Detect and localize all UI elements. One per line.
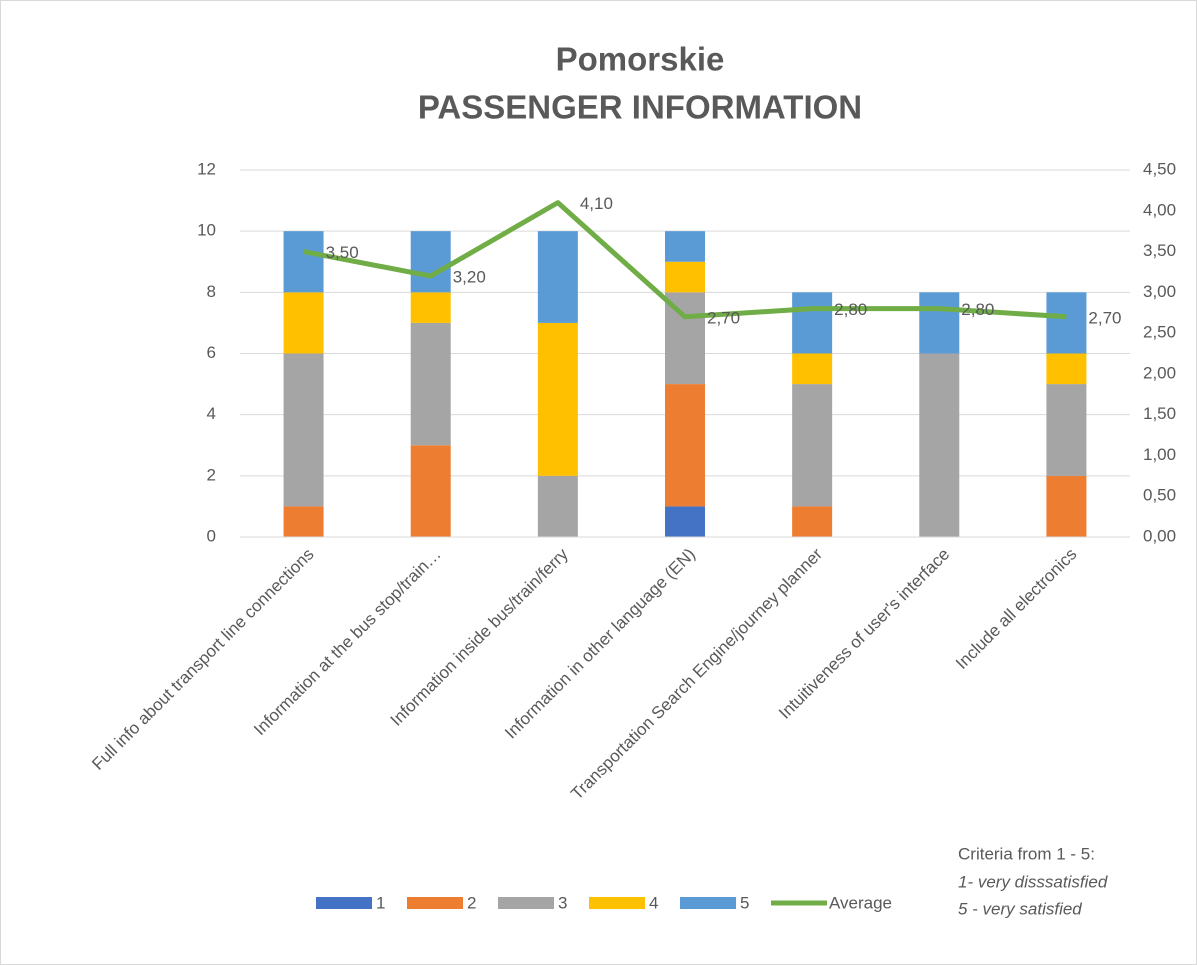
bar-segment	[665, 231, 705, 262]
bar-segment	[410, 231, 451, 293]
data-label: 2,80	[961, 300, 994, 319]
bar-segment	[537, 475, 578, 537]
y-tick-label: 12	[197, 159, 216, 178]
bar-segment	[283, 231, 324, 293]
bar-segment	[1046, 292, 1087, 354]
bar-segment	[792, 353, 833, 385]
bar-segment	[283, 292, 324, 354]
legend-label: 5	[740, 893, 749, 912]
legend-label: 3	[558, 893, 567, 912]
legend-label: 1	[376, 893, 385, 912]
y-tick-label: 10	[197, 221, 216, 240]
bar-segment	[1046, 384, 1087, 476]
y-tick-label: 6	[207, 343, 216, 362]
bar-segment	[665, 384, 705, 507]
annotation: 1- very disssatisfied	[958, 872, 1108, 891]
bar-segment	[1046, 353, 1087, 385]
data-label: 3,50	[326, 243, 359, 262]
y-tick-label: 8	[207, 282, 216, 301]
y-tick-label: 4	[207, 404, 216, 423]
data-label: 3,20	[453, 268, 486, 287]
bar-segment	[410, 292, 451, 323]
legend-label: 4	[649, 893, 658, 912]
chart-subtitle: PASSENGER INFORMATION	[418, 89, 862, 126]
legend-swatch	[407, 897, 463, 909]
legend-swatch	[316, 897, 372, 909]
bar-segment	[537, 322, 578, 476]
legend-label: 2	[467, 893, 476, 912]
annotation: Criteria from 1 - 5:	[958, 844, 1095, 863]
bar-segment	[792, 384, 833, 507]
y2-tick-label: 4,00	[1143, 200, 1176, 219]
bar-segment	[665, 261, 705, 293]
y-tick-label: 2	[207, 465, 216, 484]
data-label: 2,70	[1088, 308, 1121, 327]
y2-tick-label: 1,00	[1143, 445, 1176, 464]
y2-tick-label: 2,00	[1143, 363, 1176, 382]
data-label: 4,10	[580, 194, 613, 213]
annotation: 5 - very satisfied	[958, 899, 1082, 918]
bar-segment	[792, 506, 833, 537]
bar-segment	[283, 353, 324, 507]
legend-swatch	[589, 897, 645, 909]
legend-swatch	[498, 897, 554, 909]
bar-segment	[537, 231, 578, 323]
y2-tick-label: 0,00	[1143, 526, 1176, 545]
bar-segment	[919, 353, 960, 537]
bar-segment	[410, 445, 451, 537]
y2-tick-label: 1,50	[1143, 404, 1176, 423]
bar-segment	[1046, 475, 1087, 537]
y-tick-label: 0	[207, 526, 216, 545]
y2-tick-label: 0,50	[1143, 486, 1176, 505]
y2-tick-label: 2,50	[1143, 323, 1176, 342]
average-line	[303, 200, 1067, 320]
bar-segment	[410, 322, 451, 446]
bar-segment	[665, 506, 705, 537]
y2-tick-label: 4,50	[1143, 159, 1176, 178]
data-label: 2,80	[834, 300, 867, 319]
legend-label: Average	[829, 893, 892, 912]
bar-segment	[919, 292, 960, 354]
chart-title: Pomorskie	[556, 41, 725, 78]
data-label: 2,70	[707, 308, 740, 327]
bar-segment	[792, 292, 833, 354]
legend-swatch	[680, 897, 736, 909]
y2-tick-label: 3,50	[1143, 241, 1176, 260]
y2-tick-label: 3,00	[1143, 282, 1176, 301]
bar-segment	[283, 506, 324, 537]
